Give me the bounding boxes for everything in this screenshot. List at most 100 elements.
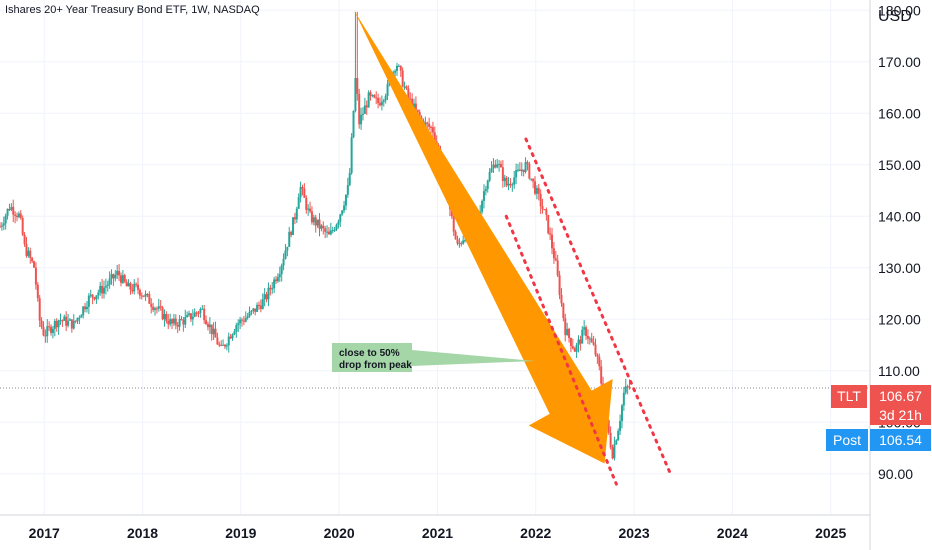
candle-body (290, 231, 293, 235)
lower-trendline[interactable] (504, 214, 618, 486)
candle-body (488, 172, 491, 181)
candle-body (320, 225, 323, 229)
candle-body (27, 250, 30, 256)
candle-body (583, 327, 586, 330)
x-tick-label: 2024 (717, 525, 748, 541)
currency-label: USD (878, 8, 912, 25)
orange-arrow-annotation[interactable] (353, 10, 613, 464)
candle-body (454, 231, 457, 240)
candle-body (61, 320, 64, 322)
candle-body (203, 308, 206, 321)
candle-body (354, 78, 357, 111)
candle-body (19, 213, 22, 218)
candle-body (460, 243, 463, 245)
candle-body (365, 105, 368, 108)
candle-body (450, 208, 453, 217)
candle-body (405, 86, 408, 89)
candle-body (575, 345, 578, 352)
candle-body (552, 248, 555, 259)
callout-annotation[interactable]: close to 50% drop from peak (332, 343, 535, 372)
candle-body (6, 208, 9, 216)
candle-body (377, 97, 380, 104)
candle-body (206, 324, 209, 328)
candle-body (458, 243, 461, 245)
candle-body (569, 337, 572, 346)
candle-body (380, 101, 383, 106)
y-tick-label: 90.00 (878, 466, 913, 482)
candle-body (433, 132, 436, 142)
candle-body (484, 188, 487, 192)
y-tick-label: 130.00 (878, 260, 921, 276)
candle-body (108, 278, 111, 285)
candle-body (297, 197, 300, 209)
candle-body (428, 123, 431, 127)
candle-body (144, 293, 147, 297)
candle-body (586, 336, 589, 339)
candle-body (85, 306, 88, 310)
candle-body (426, 122, 429, 124)
candle-body (210, 324, 213, 335)
candle-body (222, 344, 225, 346)
candle-body (361, 113, 364, 115)
candle-body (312, 217, 315, 223)
candle-body (137, 284, 140, 290)
candle-body (250, 310, 253, 312)
candle-body (193, 312, 196, 317)
callout-bubble (332, 343, 535, 372)
candle-body (176, 324, 179, 327)
candle-body (106, 284, 109, 287)
x-tick-label: 2018 (127, 525, 158, 541)
candle-body (244, 318, 247, 322)
candle-body (216, 337, 219, 345)
candle-body (0, 226, 1, 228)
candle-body (184, 316, 187, 325)
candle-body (619, 421, 622, 431)
candle-body (613, 444, 616, 459)
candle-body (174, 318, 177, 325)
candle-body (269, 287, 272, 290)
candle-body (528, 163, 531, 179)
candle-body (617, 430, 620, 441)
candle-body (507, 183, 510, 186)
candle-body (273, 279, 276, 289)
candle-body (252, 308, 255, 311)
candle-body (369, 92, 372, 96)
candle-body (99, 285, 102, 293)
candle-body (516, 169, 519, 171)
upper-trendline[interactable] (524, 137, 672, 476)
candle-body (316, 219, 319, 226)
candle-body (556, 260, 559, 276)
y-tick-label: 140.00 (878, 208, 921, 224)
candle-body (301, 187, 304, 189)
x-tick-label: 2023 (618, 525, 649, 541)
candle-body (530, 178, 533, 180)
candle-body (594, 344, 597, 355)
candle-body (34, 267, 37, 285)
candle-body (0, 225, 3, 227)
candle-body (53, 320, 56, 329)
candle-body (131, 289, 134, 292)
candle-body (515, 170, 518, 178)
candle-body (418, 112, 421, 118)
candle-body (129, 283, 132, 290)
candle-body (155, 308, 158, 310)
candle-body (541, 206, 544, 210)
candle-body (275, 279, 278, 282)
candle-body (329, 230, 332, 235)
candle-body (31, 257, 34, 262)
y-tick-label: 160.00 (878, 105, 921, 121)
candle-body (167, 321, 170, 325)
time-axis[interactable]: 2017 2018 2019 2020 2021 2022 2023 2024 2025 (29, 525, 847, 541)
candle-body (261, 299, 264, 309)
candle-body (256, 304, 259, 312)
candle-body (214, 328, 217, 338)
candle-body (278, 274, 281, 278)
candle-body (592, 342, 595, 345)
x-tick-label: 2021 (422, 525, 453, 541)
candle-body (407, 88, 410, 99)
candle-body (363, 105, 366, 114)
candle-body (104, 286, 107, 288)
candle-body (16, 215, 19, 218)
candle-body (581, 329, 584, 344)
